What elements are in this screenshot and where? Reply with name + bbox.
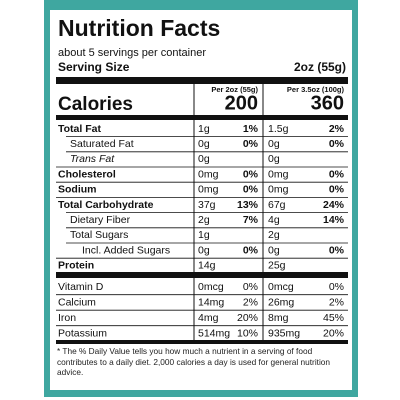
daily-value: 0% [329,244,345,256]
daily-value: 14% [323,214,345,226]
amount: 0mg [198,168,219,180]
nutrient-name: Total Fat [58,123,101,135]
amount: 1g [198,123,210,135]
servings: about 5 servings per container [58,47,206,59]
serving-size-label: Serving Size [58,60,130,74]
thick-rule [56,340,348,344]
title: Nutrition Facts [58,15,220,41]
amount: 4mg [198,312,219,324]
nutrient-name: Vitamin D [58,281,104,293]
nutrient-name: Iron [58,312,76,324]
daily-value: 13% [237,199,259,211]
serving-size: 2oz (55g) [294,60,346,74]
calories-value: 360 [311,92,344,114]
amount: 514mg [198,327,230,339]
daily-value: 0% [243,281,258,293]
calories-label: Calories [58,94,133,115]
daily-value: 20% [237,312,258,324]
daily-value: 45% [323,312,344,324]
amount: 935mg [268,327,300,339]
nutrient-name: Protein [58,260,94,272]
thick-rule [56,77,348,84]
amount: 0mg [198,184,219,196]
daily-value: 0% [243,184,259,196]
thick-rule [56,115,348,120]
nutrient-name: Cholesterol [58,168,116,180]
nutrient-name: Total Carbohydrate [58,199,154,211]
footnote: * The % Daily Value tells you how much a… [57,346,331,378]
amount: 1g [198,229,210,241]
daily-value: 20% [323,327,344,339]
label-panel [50,10,352,390]
amount: 37g [198,199,216,211]
nutrient-name: Sodium [58,184,97,196]
amount: 0g [198,244,210,256]
amount: 0mg [268,168,289,180]
daily-value: 0% [243,138,259,150]
daily-value: 0% [243,244,259,256]
column-header: Per 3.5oz (100g) [287,85,345,94]
amount: 0g [198,138,210,150]
amount: 4g [268,214,280,226]
amount: 0mcg [198,281,224,293]
amount: 0g [268,153,280,165]
amount: 0g [268,138,280,150]
daily-value: 0% [329,138,345,150]
nutrient-name: Total Sugars [70,229,128,241]
daily-value: 0% [329,281,344,293]
daily-value: 10% [237,327,258,339]
daily-value: 2% [329,296,344,308]
amount: 1.5g [268,123,289,135]
amount: 25g [268,260,286,272]
amount: 2g [198,214,210,226]
amount: 0g [198,153,210,165]
nutrient-name: Trans Fat [70,153,115,165]
nutrient-name: Calcium [58,296,96,308]
calories-value: 200 [225,92,258,114]
amount: 14g [198,260,216,272]
amount: 0mcg [268,281,294,293]
amount: 14mg [198,296,224,308]
daily-value: 2% [329,123,345,135]
amount: 0g [268,244,280,256]
nutrient-name: Saturated Fat [70,138,134,150]
daily-value: 7% [243,214,259,226]
amount: 67g [268,199,286,211]
thick-rule [56,272,348,278]
amount: 0mg [268,184,289,196]
amount: 2g [268,229,280,241]
daily-value: 24% [323,199,345,211]
nutrient-name: Dietary Fiber [70,214,131,226]
nutrient-name: Incl. Added Sugars [82,244,170,256]
column-header: Per 2oz (55g) [211,85,258,94]
daily-value: 1% [243,123,259,135]
daily-value: 0% [329,184,345,196]
nutrient-name: Potassium [58,327,107,339]
daily-value: 0% [329,168,345,180]
amount: 8mg [268,312,289,324]
amount: 26mg [268,296,294,308]
daily-value: 2% [243,296,258,308]
daily-value: 0% [243,168,259,180]
